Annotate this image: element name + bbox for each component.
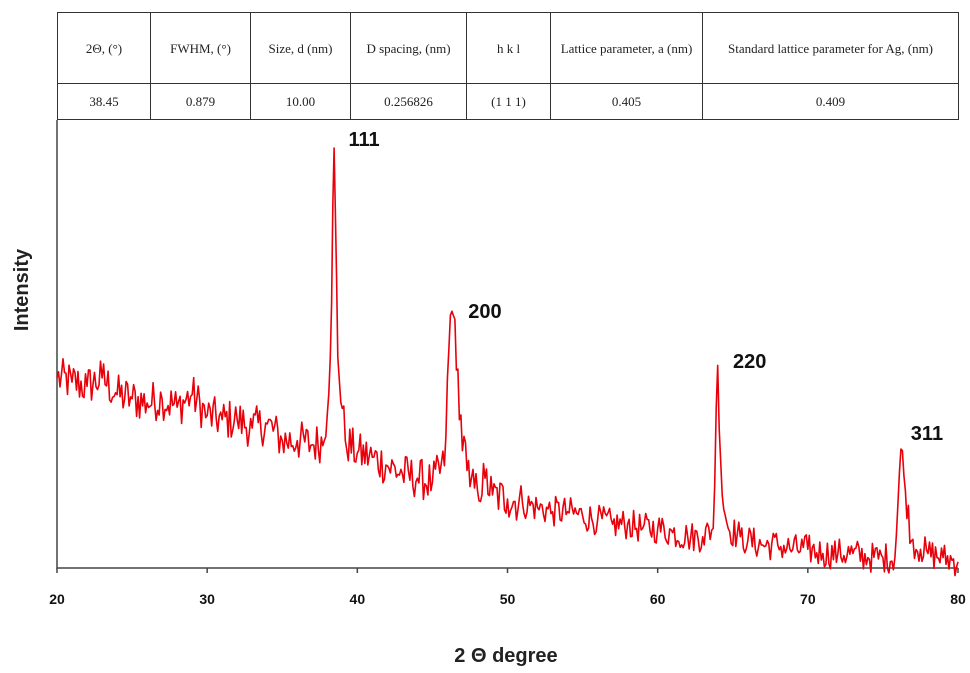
x-tick-label: 20 xyxy=(49,591,65,607)
table-header-cell: D spacing, (nm) xyxy=(350,12,467,84)
table-header-cell: Standard lattice parameter for Ag, (nm) xyxy=(702,12,959,84)
x-axis: 20 30 40 50 60 70 80 xyxy=(49,568,966,607)
x-tick-label: 70 xyxy=(800,591,816,607)
x-tick-label: 50 xyxy=(500,591,516,607)
xrd-parameters-table: 2Θ, (°) FWHM, (°) Size, d (nm) D spacing… xyxy=(57,12,959,120)
y-axis-title: Intensity xyxy=(11,248,33,331)
x-tick-label: 80 xyxy=(950,591,966,607)
table-header-cell: 2Θ, (°) xyxy=(57,12,151,84)
plot-area xyxy=(56,120,959,577)
table-header-cell: FWHM, (°) xyxy=(150,12,251,84)
table-cell: 0.879 xyxy=(150,83,251,120)
peak-label: 220 xyxy=(733,351,766,373)
x-tick-label: 40 xyxy=(350,591,366,607)
table-cell: 0.409 xyxy=(702,83,959,120)
table-cell: 0.256826 xyxy=(350,83,467,120)
series-line xyxy=(56,147,959,577)
table-cell: 38.45 xyxy=(57,83,151,120)
table-header-row: 2Θ, (°) FWHM, (°) Size, d (nm) D spacing… xyxy=(57,12,959,84)
peak-labels: 111 200 220 311 xyxy=(348,129,943,445)
peak-label: 200 xyxy=(468,301,501,323)
peak-label: 111 xyxy=(348,129,379,151)
peak-label: 311 xyxy=(911,423,943,445)
x-tick-label: 60 xyxy=(650,591,666,607)
x-tick-label: 30 xyxy=(199,591,215,607)
table-cell: 0.405 xyxy=(550,83,703,120)
x-axis-title: 2 Θ degree xyxy=(454,645,557,667)
table-cell: (1 1 1) xyxy=(466,83,551,120)
table-row: 38.45 0.879 10.00 0.256826 (1 1 1) 0.405… xyxy=(57,83,959,120)
table-cell: 10.00 xyxy=(250,83,351,120)
